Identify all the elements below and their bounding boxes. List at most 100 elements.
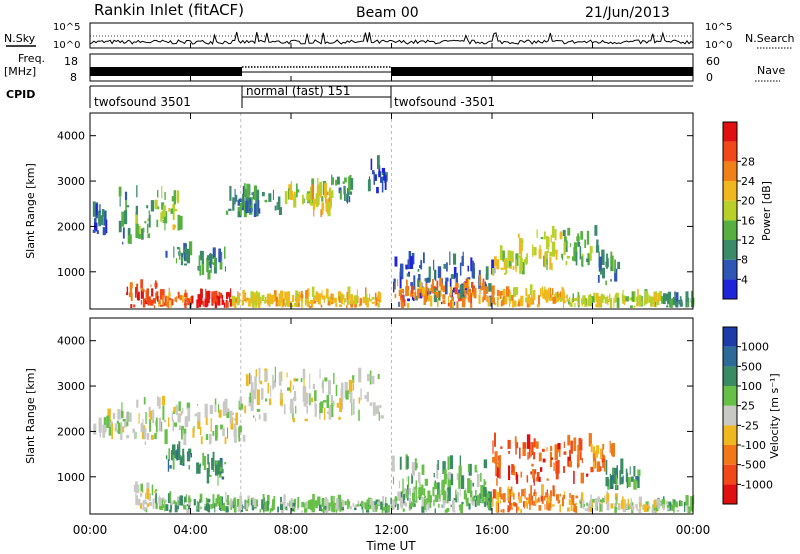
scatter-cell bbox=[313, 206, 315, 217]
scatter-cell bbox=[318, 504, 322, 511]
scatter-cell bbox=[335, 384, 338, 396]
scatter-cell bbox=[315, 291, 319, 302]
scatter-cell bbox=[258, 208, 261, 214]
scatter-cell bbox=[319, 368, 321, 379]
scatter-cell bbox=[512, 298, 514, 308]
scatter-cell bbox=[603, 456, 606, 472]
scatter-cell bbox=[263, 412, 267, 422]
scatter-cell bbox=[377, 292, 381, 300]
scatter-cell bbox=[256, 196, 259, 202]
scatter-cell bbox=[631, 476, 634, 482]
scatter-cell bbox=[202, 300, 205, 307]
freq-tick-left-top: 18 bbox=[64, 55, 78, 68]
scatter-cell bbox=[331, 508, 334, 511]
scatter-cell bbox=[637, 295, 639, 300]
scatter-cell bbox=[130, 292, 133, 301]
scatter-cell bbox=[311, 286, 315, 297]
scatter-cell bbox=[234, 189, 236, 205]
scatter-cell bbox=[469, 289, 472, 295]
scatter-cell bbox=[691, 290, 694, 301]
scatter-cell bbox=[380, 176, 383, 183]
scatter-cell bbox=[501, 290, 504, 296]
scatter-cell bbox=[157, 396, 159, 406]
scatter-cell bbox=[534, 489, 536, 496]
scatter-cell bbox=[408, 271, 410, 277]
scatter-cell bbox=[373, 172, 375, 185]
scatter-cell bbox=[360, 388, 362, 401]
scatter-cell bbox=[484, 281, 486, 291]
colorbar-swatch bbox=[723, 279, 737, 299]
scatter-cell bbox=[228, 208, 232, 211]
scatter-cell bbox=[461, 256, 464, 266]
scatter-cell bbox=[549, 252, 553, 257]
scatter-cell bbox=[278, 293, 282, 304]
scatter-cell bbox=[633, 305, 636, 308]
scatter-cell bbox=[253, 292, 256, 302]
scatter-cell bbox=[376, 187, 379, 194]
scatter-cell bbox=[596, 239, 599, 253]
colorbar-tick-label: 25 bbox=[741, 400, 755, 413]
scatter-cell bbox=[169, 465, 172, 469]
scatter-cell bbox=[354, 507, 357, 511]
scatter-cell bbox=[190, 453, 192, 458]
scatter-cell bbox=[492, 489, 496, 499]
scatter-cell bbox=[362, 501, 365, 509]
scatter-cell bbox=[467, 265, 469, 272]
scatter-cell bbox=[458, 465, 462, 477]
scatter-cell bbox=[453, 266, 457, 280]
scatter-cell bbox=[168, 417, 170, 428]
scatter-cell bbox=[304, 503, 306, 508]
scatter-cell bbox=[156, 219, 159, 228]
scatter-cell bbox=[499, 291, 502, 299]
scatter-cell bbox=[648, 295, 651, 303]
scatter-cell bbox=[434, 291, 438, 296]
scatter-cell bbox=[472, 482, 475, 487]
scatter-cell bbox=[209, 405, 214, 414]
scatter-cell bbox=[235, 194, 238, 202]
scatter-cell bbox=[136, 291, 140, 301]
scatter-cell bbox=[459, 506, 461, 511]
scatter-cell bbox=[594, 294, 596, 301]
scatter-cell bbox=[244, 405, 247, 414]
scatter-cell bbox=[467, 464, 470, 472]
scatter-cell bbox=[410, 293, 413, 297]
scatter-cell bbox=[164, 501, 166, 512]
scatter-cell bbox=[199, 250, 203, 261]
scatter-cell bbox=[371, 296, 375, 300]
scatter-cell bbox=[664, 293, 668, 301]
scatter-cell bbox=[502, 296, 505, 306]
scatter-cell bbox=[333, 495, 335, 506]
scatter-cell bbox=[666, 305, 669, 308]
scatter-cell bbox=[568, 301, 570, 305]
scatter-cell bbox=[398, 480, 400, 489]
cpid-segment-3: twofsound -3501 bbox=[394, 95, 495, 109]
scatter-cell bbox=[321, 196, 324, 202]
scatter-cell bbox=[219, 501, 222, 508]
scatter-cell bbox=[378, 165, 381, 177]
scatter-cell bbox=[395, 503, 397, 506]
scatter-cell bbox=[306, 301, 310, 307]
scatter-cell bbox=[579, 451, 582, 461]
scatter-cell bbox=[155, 492, 157, 504]
scatter-cell bbox=[383, 506, 387, 511]
scatter-cell bbox=[256, 290, 258, 301]
scatter-cell bbox=[673, 297, 676, 305]
scatter-cell bbox=[441, 479, 445, 488]
scatter-cell bbox=[458, 504, 461, 508]
scatter-cell bbox=[154, 199, 158, 210]
scatter-cell bbox=[455, 272, 458, 283]
scatter-cell bbox=[414, 458, 417, 471]
scatter-cell bbox=[288, 301, 292, 304]
scatter-cell bbox=[454, 277, 456, 288]
colorbar-tick-label: 24 bbox=[741, 175, 755, 188]
scatter-cell bbox=[173, 246, 175, 258]
scatter-cell bbox=[256, 408, 261, 412]
scatter-cell bbox=[273, 294, 276, 302]
scatter-cell bbox=[633, 465, 636, 477]
scatter-cell bbox=[94, 218, 97, 228]
scatter-cell bbox=[605, 459, 608, 475]
scatter-cell bbox=[570, 440, 573, 454]
scatter-cell bbox=[485, 286, 489, 294]
scatter-cell bbox=[526, 434, 531, 449]
